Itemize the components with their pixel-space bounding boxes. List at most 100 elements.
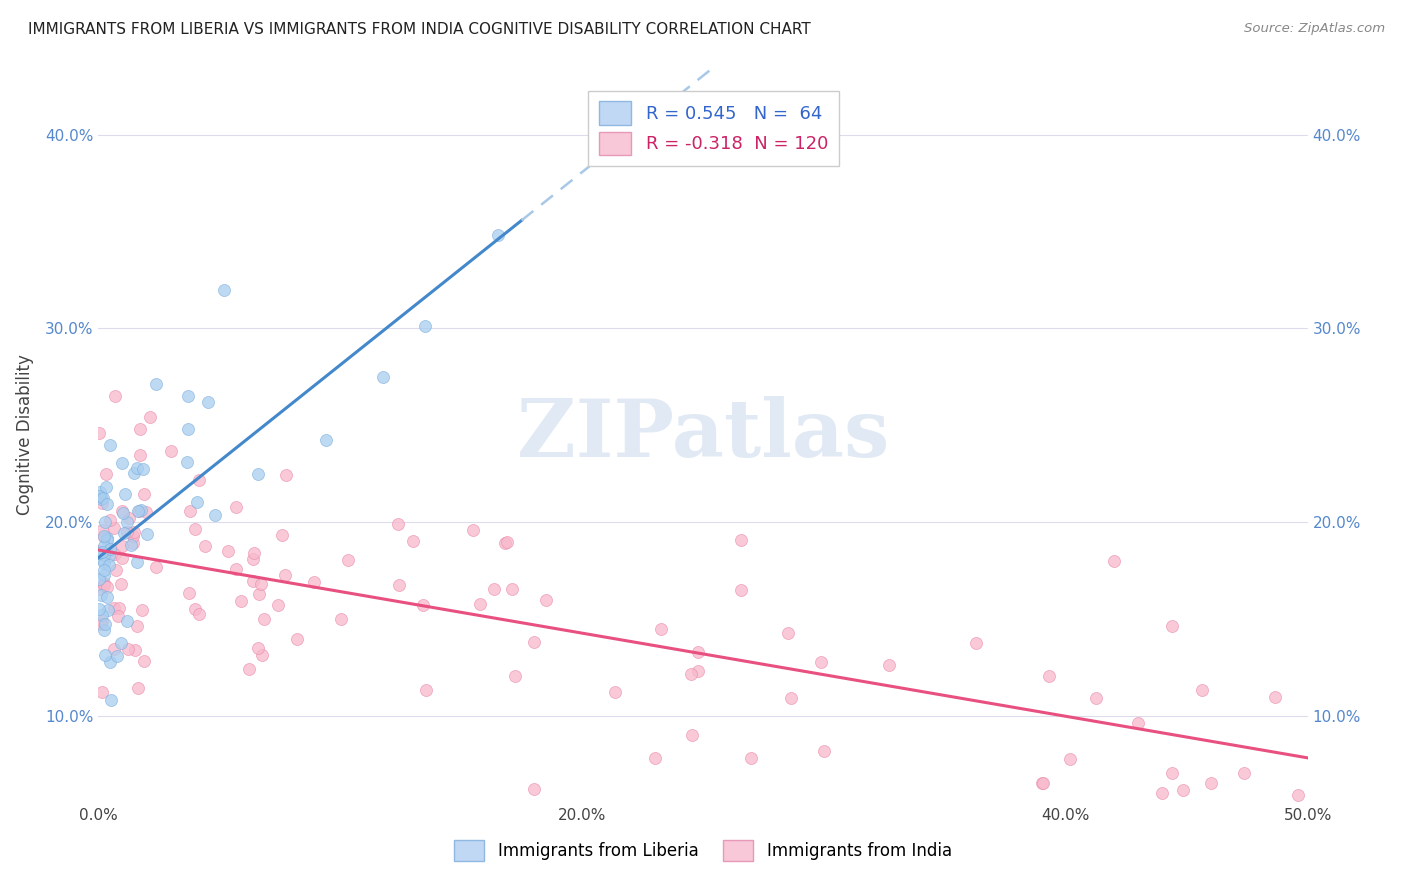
Point (495, 535, 517, 549)
Point (468, 597, 491, 611)
Point (89, 426, 111, 441)
Point (98, 438, 121, 452)
Point (139, 410, 162, 425)
Point (176, 389, 198, 403)
Point (1084, 691, 1107, 706)
Point (120, 537, 142, 551)
Point (96, 531, 118, 545)
Point (103, 641, 125, 656)
Point (117, 642, 139, 657)
Point (93, 548, 115, 562)
Text: Source: ZipAtlas.com: Source: ZipAtlas.com (1244, 22, 1385, 36)
Point (135, 506, 157, 520)
Point (267, 598, 290, 612)
Point (1171, 783, 1194, 797)
Point (97, 603, 120, 617)
Point (89, 489, 111, 503)
Point (90, 588, 112, 602)
Point (253, 611, 276, 625)
Point (145, 376, 167, 391)
Text: ZIPatlas: ZIPatlas (517, 396, 889, 474)
Point (105, 648, 128, 663)
Point (177, 422, 200, 436)
Point (179, 504, 201, 518)
Point (115, 515, 138, 529)
Point (965, 636, 987, 650)
Point (186, 495, 208, 509)
Point (94, 480, 117, 494)
Point (204, 508, 226, 522)
Point (93, 623, 115, 637)
Point (89, 484, 111, 499)
Point (160, 444, 183, 458)
Point (115, 614, 138, 628)
Point (730, 533, 752, 547)
Point (486, 228, 509, 243)
Point (90, 491, 112, 506)
Point (100, 693, 122, 707)
Point (1264, 690, 1286, 704)
Point (184, 522, 207, 536)
Point (778, 626, 800, 640)
Y-axis label: Cognitive Disability: Cognitive Disability (15, 354, 34, 516)
Point (98, 513, 121, 527)
Point (96, 467, 118, 482)
Point (1152, 786, 1174, 800)
Point (96, 580, 118, 594)
Point (117, 525, 139, 540)
Point (93, 568, 115, 582)
Point (1038, 669, 1060, 683)
Point (387, 517, 409, 532)
Point (110, 636, 132, 650)
Point (686, 645, 709, 659)
Point (93, 557, 115, 571)
Point (90, 607, 112, 622)
Point (371, 370, 394, 384)
Point (127, 504, 149, 518)
Point (103, 521, 125, 535)
Point (90, 614, 112, 628)
Point (127, 555, 149, 569)
Point (1128, 715, 1150, 730)
Point (132, 486, 155, 500)
Point (242, 552, 264, 566)
Point (91, 491, 114, 506)
Point (188, 607, 211, 621)
Point (122, 528, 145, 542)
Point (650, 623, 672, 637)
Point (93, 578, 115, 592)
Point (87, 582, 110, 597)
Point (105, 563, 128, 577)
Point (107, 601, 129, 615)
Point (134, 654, 156, 668)
Point (110, 577, 132, 591)
Point (122, 536, 145, 550)
Point (1102, 554, 1125, 568)
Point (877, 657, 900, 672)
Point (1031, 776, 1053, 790)
Point (114, 486, 136, 500)
Point (1191, 682, 1213, 697)
Point (176, 455, 198, 469)
Point (89, 602, 111, 616)
Point (686, 664, 709, 678)
Point (387, 578, 409, 592)
Point (730, 583, 752, 598)
Point (1233, 765, 1256, 780)
Point (128, 422, 150, 436)
Point (1286, 788, 1309, 802)
Point (273, 567, 295, 582)
Point (91, 553, 114, 567)
Point (125, 618, 148, 632)
Point (494, 535, 516, 549)
Point (402, 533, 425, 548)
Point (132, 461, 155, 475)
Point (91, 685, 114, 699)
Point (131, 603, 153, 617)
Point (413, 319, 436, 334)
Point (415, 683, 437, 698)
Point (91, 546, 114, 560)
Point (128, 504, 150, 518)
Point (111, 503, 134, 517)
Point (197, 394, 219, 409)
